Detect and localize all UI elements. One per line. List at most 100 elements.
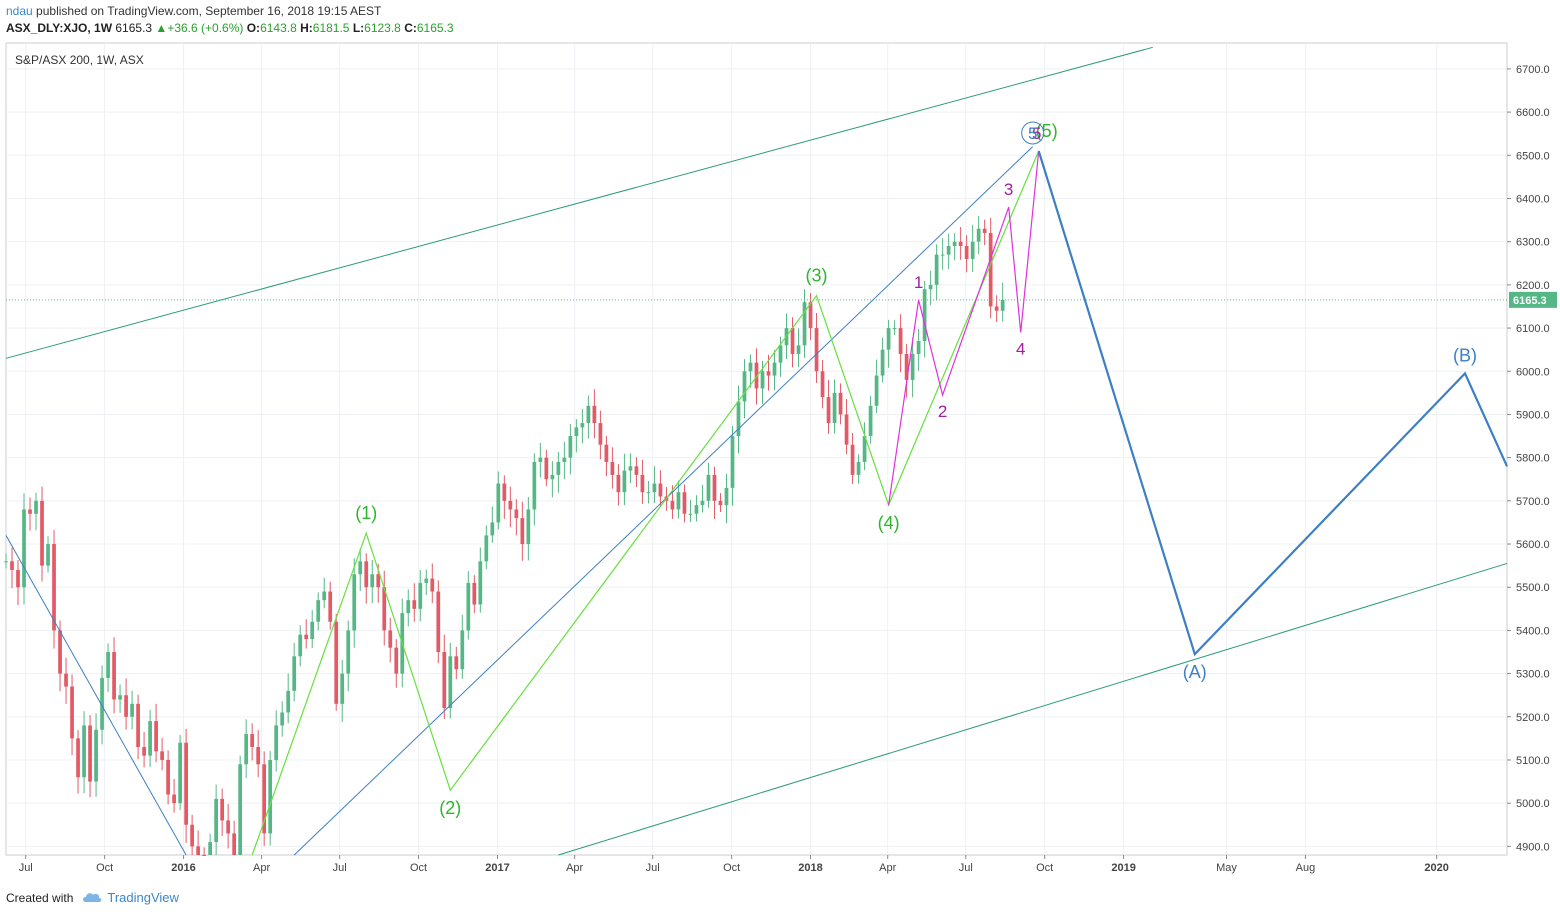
candle-body [544, 457, 549, 480]
candle-body [616, 474, 621, 493]
primary-wave-path [251, 150, 1040, 856]
primary-wave-label: (2) [439, 798, 461, 818]
candle-body [76, 738, 80, 778]
candle-body [70, 686, 74, 739]
candle-body [586, 405, 591, 424]
candle-body [172, 794, 176, 804]
symbol-label[interactable]: ASX_DLY:XJO, 1W [6, 21, 113, 35]
minor-wave-label: 5 [1032, 124, 1041, 143]
last-price-tag [1509, 291, 1557, 308]
candle-body [754, 362, 759, 389]
candle-body [370, 574, 375, 588]
y-tick-label: 5100.0 [1516, 755, 1550, 767]
blue-trend-line [293, 146, 1034, 856]
candle-body [442, 652, 447, 709]
candle-body [382, 587, 387, 631]
published-text: published on TradingView.com, September … [36, 4, 382, 18]
candle-body [904, 353, 909, 380]
candle-body [16, 569, 20, 588]
author-link[interactable]: ndau [6, 4, 33, 18]
candle-body [808, 302, 813, 329]
time-axis[interactable]: Jul Oct 2016 Apr Jul Oct 2017 Apr Jul Oct 2018 Apr J… [19, 855, 1449, 874]
created-with-text: Created with [6, 891, 74, 905]
candle-body [124, 695, 128, 717]
candle-body [970, 241, 975, 259]
candle-body [694, 505, 699, 514]
candle-body [298, 634, 303, 657]
x-tick-label: Jul [333, 862, 347, 874]
y-tick-label: 5900.0 [1516, 409, 1550, 421]
candle-body [772, 362, 777, 376]
y-tick-label: 6300.0 [1516, 237, 1550, 249]
candle-body [394, 647, 399, 674]
candle-body [856, 461, 861, 475]
candle-body [556, 461, 561, 475]
candle-body [898, 328, 903, 354]
candle-body [142, 747, 146, 756]
candle-body [244, 734, 249, 765]
candle-body [802, 302, 807, 346]
candle-body [406, 600, 411, 614]
candle-body [1000, 299, 1005, 311]
candle-body [868, 405, 873, 437]
candle-body [364, 561, 369, 588]
candle-body [274, 725, 279, 760]
candle-body [304, 634, 309, 640]
candle-body [844, 414, 849, 445]
y-tick-label: 5700.0 [1516, 496, 1550, 508]
corrective-wave-path [1037, 150, 1509, 657]
candle-body [670, 500, 675, 510]
candle-body [688, 513, 693, 515]
candle-body [736, 401, 741, 437]
candle-body [658, 483, 663, 497]
candle-body [46, 544, 50, 566]
candle-body [136, 703, 140, 748]
candle-body [718, 500, 723, 506]
circled-wave-label: 5 [1028, 124, 1037, 143]
candle-body [706, 474, 711, 501]
y-tick-label: 4900.0 [1516, 841, 1550, 853]
candle-body [466, 582, 471, 631]
candle-body [994, 306, 999, 311]
candle-body [388, 630, 393, 648]
candle-body [112, 652, 116, 700]
candle-body [700, 500, 705, 506]
candle-body [130, 703, 134, 717]
candle-body [484, 535, 489, 562]
candle-body [850, 444, 855, 475]
candle-body [496, 483, 501, 523]
candle-body [592, 405, 597, 424]
candle-body [232, 833, 237, 855]
candle-body [526, 509, 531, 545]
candle-body [376, 574, 381, 588]
y-tick-label: 5000.0 [1516, 798, 1550, 810]
y-tick-label: 5600.0 [1516, 539, 1550, 551]
candles-group [4, 215, 1005, 856]
price-axis[interactable]: 4900.0 5000.0 5100.0 5200.0 5300.0 5400.0 5500… [1507, 64, 1557, 853]
candle-body [520, 518, 525, 545]
candle-body [346, 630, 351, 674]
tradingview-brand-link[interactable]: TradingView [107, 890, 179, 905]
y-tick-label: 6500.0 [1516, 150, 1550, 162]
x-tick-label: May [1216, 862, 1237, 874]
candle-body [874, 375, 879, 406]
candle-body [880, 349, 885, 376]
candle-body [946, 246, 951, 255]
primary-wave-label: (4) [878, 513, 900, 533]
minor-wave-label: 4 [1016, 339, 1025, 358]
candle-body [316, 600, 321, 622]
plot-area[interactable] [5, 42, 1508, 856]
x-tick-label: Oct [410, 862, 427, 874]
candle-body [82, 725, 86, 778]
candle-body [928, 284, 933, 290]
candle-body [976, 228, 981, 242]
candle-body [724, 487, 729, 506]
candle-body [538, 457, 543, 462]
high-label: H: [300, 21, 313, 35]
candle-body [676, 492, 681, 510]
candle-body [814, 328, 819, 372]
y-tick-label: 5400.0 [1516, 625, 1550, 637]
candle-body [448, 656, 453, 709]
candle-body [886, 328, 891, 350]
